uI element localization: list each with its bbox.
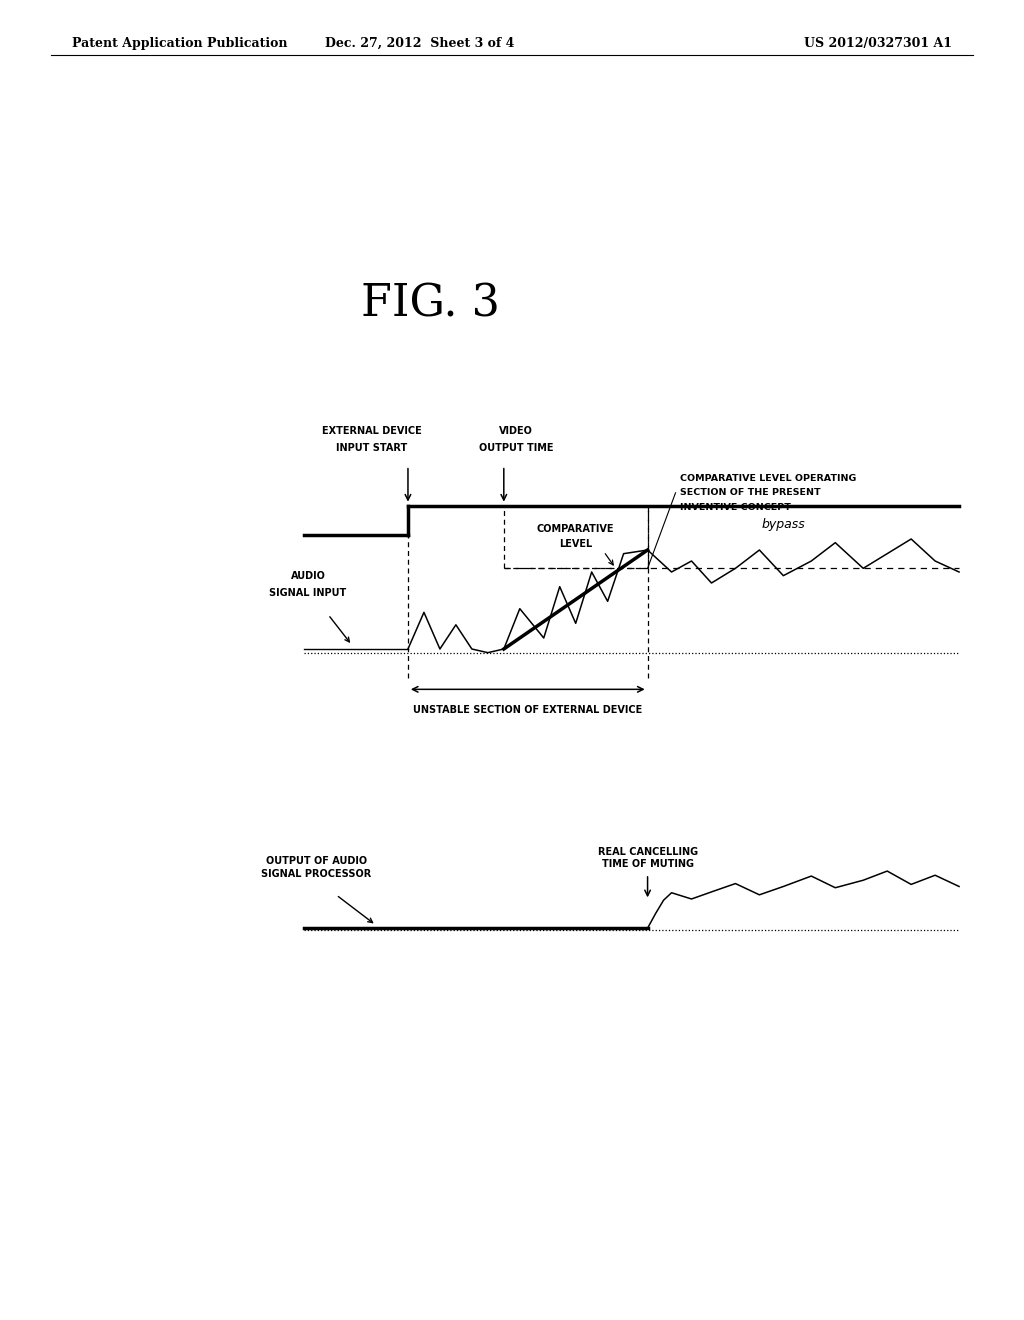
Text: LEVEL: LEVEL (559, 539, 592, 549)
Text: Patent Application Publication: Patent Application Publication (72, 37, 287, 50)
Text: SIGNAL INPUT: SIGNAL INPUT (269, 587, 347, 598)
Text: EXTERNAL DEVICE: EXTERNAL DEVICE (323, 426, 422, 437)
Text: INVENTIVE CONCEPT: INVENTIVE CONCEPT (680, 503, 791, 512)
Text: VIDEO: VIDEO (499, 426, 532, 437)
Text: Dec. 27, 2012  Sheet 3 of 4: Dec. 27, 2012 Sheet 3 of 4 (326, 37, 514, 50)
Text: US 2012/0327301 A1: US 2012/0327301 A1 (804, 37, 952, 50)
Text: COMPARATIVE LEVEL OPERATING: COMPARATIVE LEVEL OPERATING (680, 474, 856, 483)
Text: INPUT START: INPUT START (337, 444, 408, 453)
Text: bypass: bypass (762, 517, 805, 531)
Text: REAL CANCELLING: REAL CANCELLING (598, 847, 697, 857)
Text: TIME OF MUTING: TIME OF MUTING (601, 859, 693, 870)
Text: FIG. 3: FIG. 3 (360, 282, 500, 325)
Text: SIGNAL PROCESSOR: SIGNAL PROCESSOR (261, 869, 372, 879)
Text: COMPARATIVE: COMPARATIVE (537, 524, 614, 535)
Text: OUTPUT OF AUDIO: OUTPUT OF AUDIO (265, 857, 367, 866)
Text: OUTPUT TIME: OUTPUT TIME (478, 444, 553, 453)
Text: UNSTABLE SECTION OF EXTERNAL DEVICE: UNSTABLE SECTION OF EXTERNAL DEVICE (413, 705, 642, 715)
Text: SECTION OF THE PRESENT: SECTION OF THE PRESENT (680, 488, 820, 498)
Text: AUDIO: AUDIO (291, 570, 326, 581)
